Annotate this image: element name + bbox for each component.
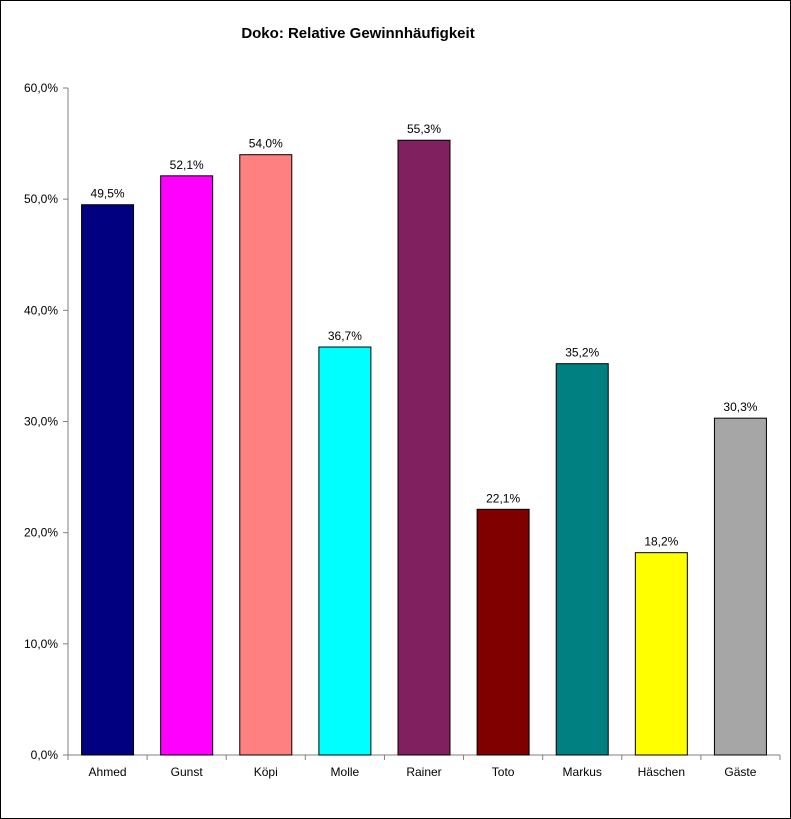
data-label: 18,2% — [644, 535, 678, 549]
y-tick-label: 20,0% — [24, 526, 58, 540]
data-label: 36,7% — [328, 329, 362, 343]
y-tick-label: 40,0% — [24, 303, 58, 317]
x-tick-label: Toto — [492, 765, 515, 779]
x-tick-label: Häschen — [638, 765, 685, 779]
bar-6 — [555, 363, 609, 756]
data-label: 55,3% — [407, 122, 441, 136]
y-tick-label: 0,0% — [31, 748, 59, 762]
x-tick-label: Gäste — [724, 765, 756, 779]
x-tick-label: Gunst — [171, 765, 204, 779]
y-tick-label: 60,0% — [24, 81, 58, 95]
x-tick-label: Markus — [563, 765, 602, 779]
y-tick-label: 50,0% — [24, 192, 58, 206]
bars — [81, 139, 767, 756]
bar-1 — [160, 175, 214, 756]
data-label: 49,5% — [91, 187, 125, 201]
y-axis: 0,0% 10,0% 20,0% 30,0% 40,0% 50,0% 60,0% — [24, 81, 69, 762]
bar-0 — [81, 204, 135, 756]
x-tick-label: Ahmed — [89, 765, 127, 779]
bar-3 — [318, 346, 372, 756]
data-label: 22,1% — [486, 491, 520, 505]
x-axis: Ahmed Gunst Köpi Molle Rainer Toto Markus Häsch… — [67, 754, 781, 779]
y-tick-label: 10,0% — [24, 637, 58, 651]
x-tick-label: Molle — [331, 765, 360, 779]
bar-7 — [634, 552, 688, 756]
data-label: 54,0% — [249, 137, 283, 151]
bar-2 — [239, 154, 293, 756]
data-label: 52,1% — [170, 158, 204, 172]
bar-8 — [713, 417, 767, 756]
bar-4 — [397, 139, 451, 756]
data-label: 35,2% — [565, 346, 599, 360]
x-tick-label: Köpi — [254, 765, 278, 779]
bar-5 — [476, 508, 530, 756]
x-tick-label: Rainer — [406, 765, 441, 779]
data-labels: 49,5% 52,1% 54,0% 36,7% 55,3% 22,1% 35,2% 18,2%… — [91, 122, 758, 548]
chart-title: Doko: Relative Gewinnhäufigkeit — [241, 25, 474, 42]
y-tick-label: 30,0% — [24, 415, 58, 429]
data-label: 30,3% — [723, 400, 757, 414]
